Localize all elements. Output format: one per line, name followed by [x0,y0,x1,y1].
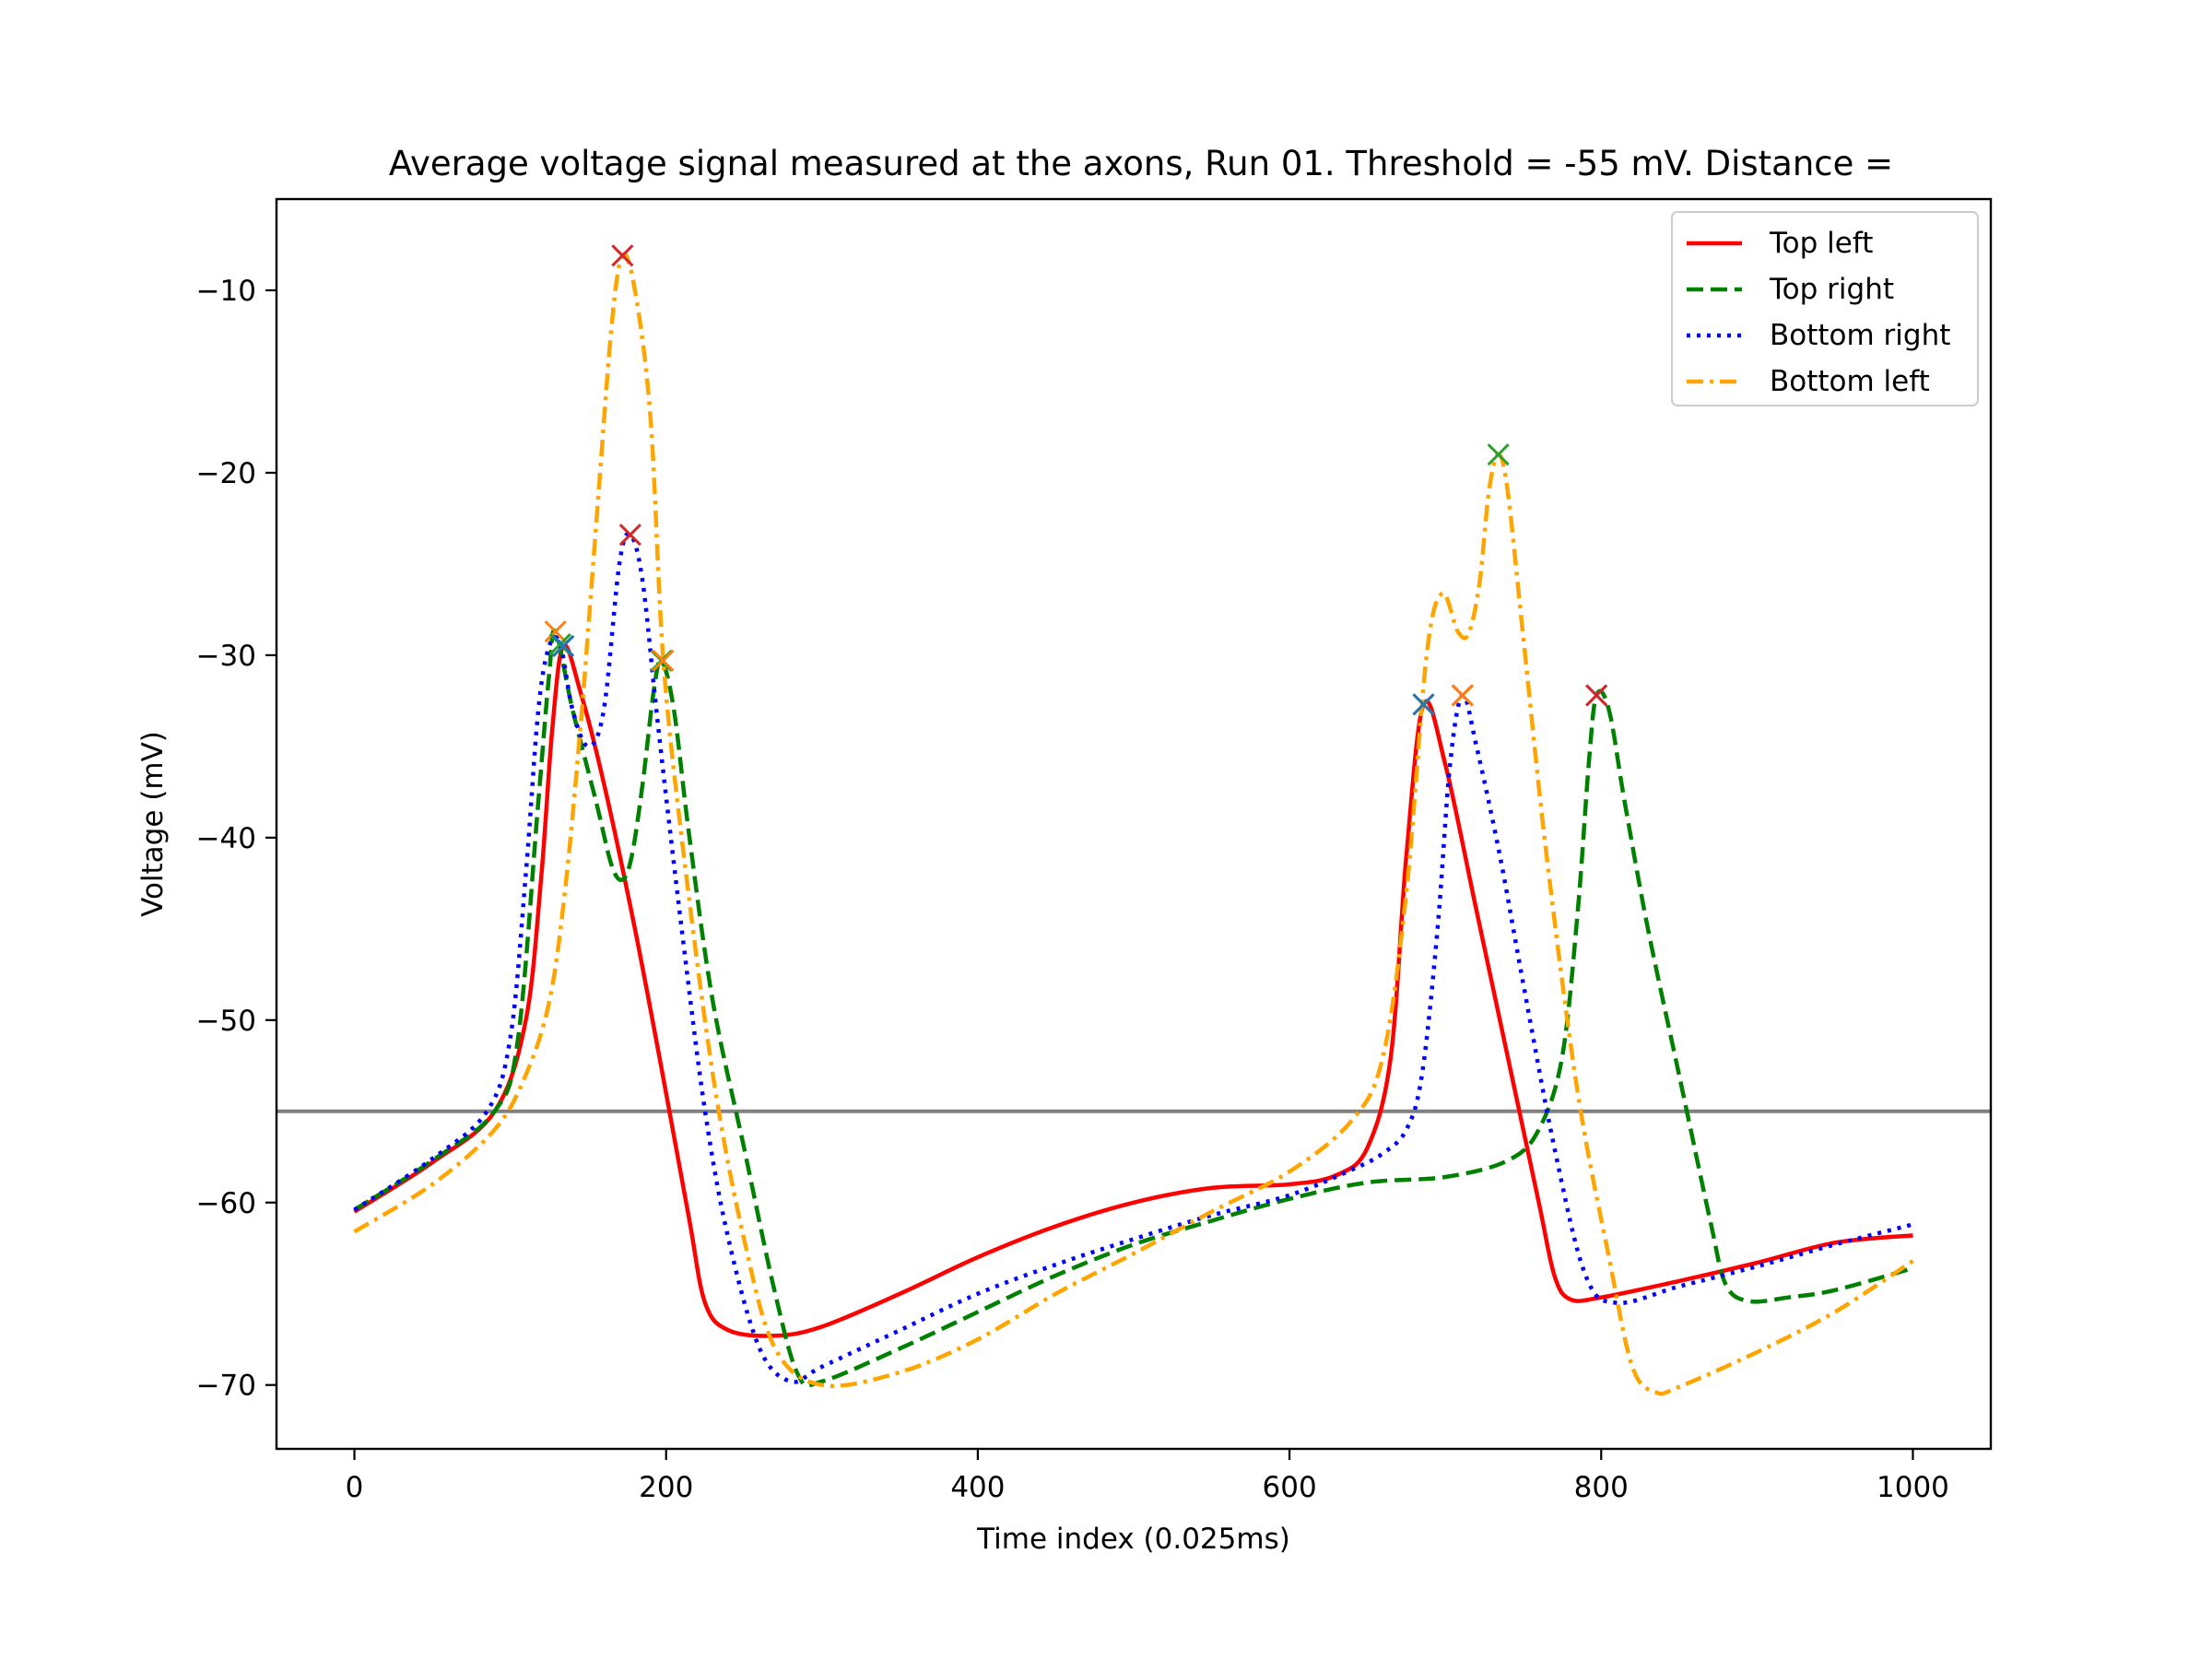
peak-marker [544,620,567,643]
legend-label: Top right [1769,273,1894,306]
peak-marker [1487,443,1510,466]
y-tick-label: −60 [196,1187,256,1220]
y-tick-label: −70 [196,1370,256,1403]
x-tick-label: 600 [1263,1471,1317,1504]
series-line-top-left [353,642,1913,1338]
legend-label: Bottom right [1770,319,1950,352]
x-tick-label: 1000 [1877,1471,1949,1504]
y-tick-label: −40 [196,822,256,855]
x-tick-label: 800 [1574,1471,1629,1504]
y-axis-label: Voltage (mV) [136,731,170,917]
peak-markers [544,244,1608,716]
plot-area-frame [275,197,1993,1451]
legend-box [1671,211,1979,406]
legend-label: Top left [1769,227,1873,260]
peak-marker [1451,684,1474,707]
series-layer [353,252,1914,1396]
chart-title: Average voltage signal measured at the a… [389,144,1893,183]
peak-marker [611,244,634,267]
peak-marker [552,634,575,658]
y-tick-label: −50 [196,1005,256,1038]
x-axis-label: Time index (0.025ms) [976,1523,1290,1556]
y-tick-label: −20 [196,457,256,490]
x-tick-label: 400 [950,1471,1005,1504]
x-tick-label: 0 [346,1471,364,1504]
series-line-top-right [353,628,1914,1388]
y-axis-ticks: −70 −60 −50 −40 −30 −20 −10 [196,275,276,1403]
y-tick-label: −30 [196,640,256,673]
peak-marker [1412,693,1435,716]
legend-label: Bottom left [1770,365,1930,398]
peak-marker [618,524,641,547]
x-tick-label: 200 [639,1471,693,1504]
x-axis-ticks: 0 200 400 600 800 1000 [346,1449,1949,1504]
peak-marker [1585,684,1608,707]
peak-marker [652,649,675,672]
y-tick-label: −10 [196,275,256,308]
series-line-bottom-left [353,252,1914,1396]
legend: Top left Top right Bottom right Bottom left [1671,211,1979,406]
